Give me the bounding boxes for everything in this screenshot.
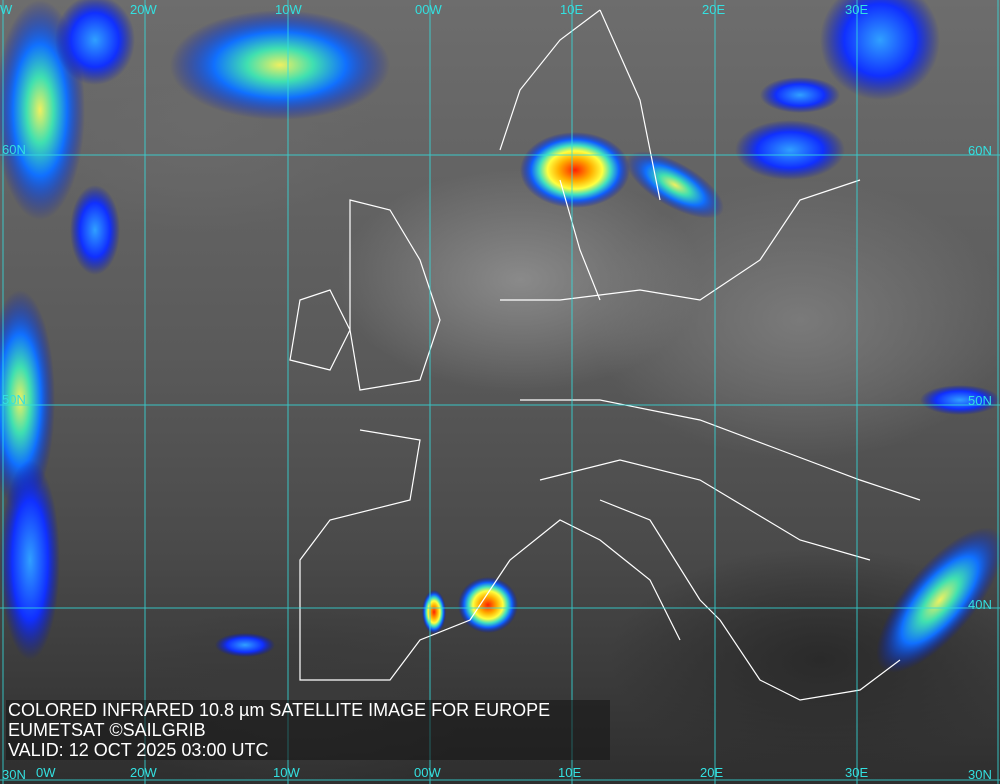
lon-label-bottom: 20E [700, 765, 724, 780]
image-caption: COLORED INFRARED 10.8 µm SATELLITE IMAGE… [6, 700, 610, 760]
caption-title: COLORED INFRARED 10.8 µm SATELLITE IMAGE… [8, 700, 551, 720]
lon-label-top: 10W [275, 2, 302, 17]
lon-label-bottom: 10E [558, 765, 582, 780]
lon-label-bottom: 20W [130, 765, 157, 780]
lon-label-top: 20E [702, 2, 726, 17]
coastlines [289, 9, 921, 701]
lon-label-top: 20W [130, 2, 157, 17]
lon-label-bottom: 00W [414, 765, 441, 780]
lat-label-right: 60N [968, 143, 992, 158]
lat-label-right: 40N [968, 597, 992, 612]
lon-label-bottom: 10W [273, 765, 300, 780]
lon-label-top: 00W [415, 2, 442, 17]
lon-label-bottom: 30E [845, 765, 869, 780]
lat-label-left: 60N [2, 142, 26, 157]
lat-label-right: 50N [968, 393, 992, 408]
lat-label-right: 30N [968, 767, 992, 782]
lon-label-top: W [0, 2, 13, 17]
lon-label-top: 10E [560, 2, 584, 17]
lon-label-top: 30E [845, 2, 869, 17]
caption-valid-time: VALID: 12 OCT 2025 03:00 UTC [8, 740, 269, 760]
caption-source: EUMETSAT ©SAILGRIB [8, 720, 206, 740]
lon-label-bottom: 0W [36, 765, 56, 780]
lat-label-left: 30N [2, 767, 26, 782]
lat-label-left: 50N [2, 392, 26, 407]
cold-cloud-tops [0, 0, 1000, 673]
